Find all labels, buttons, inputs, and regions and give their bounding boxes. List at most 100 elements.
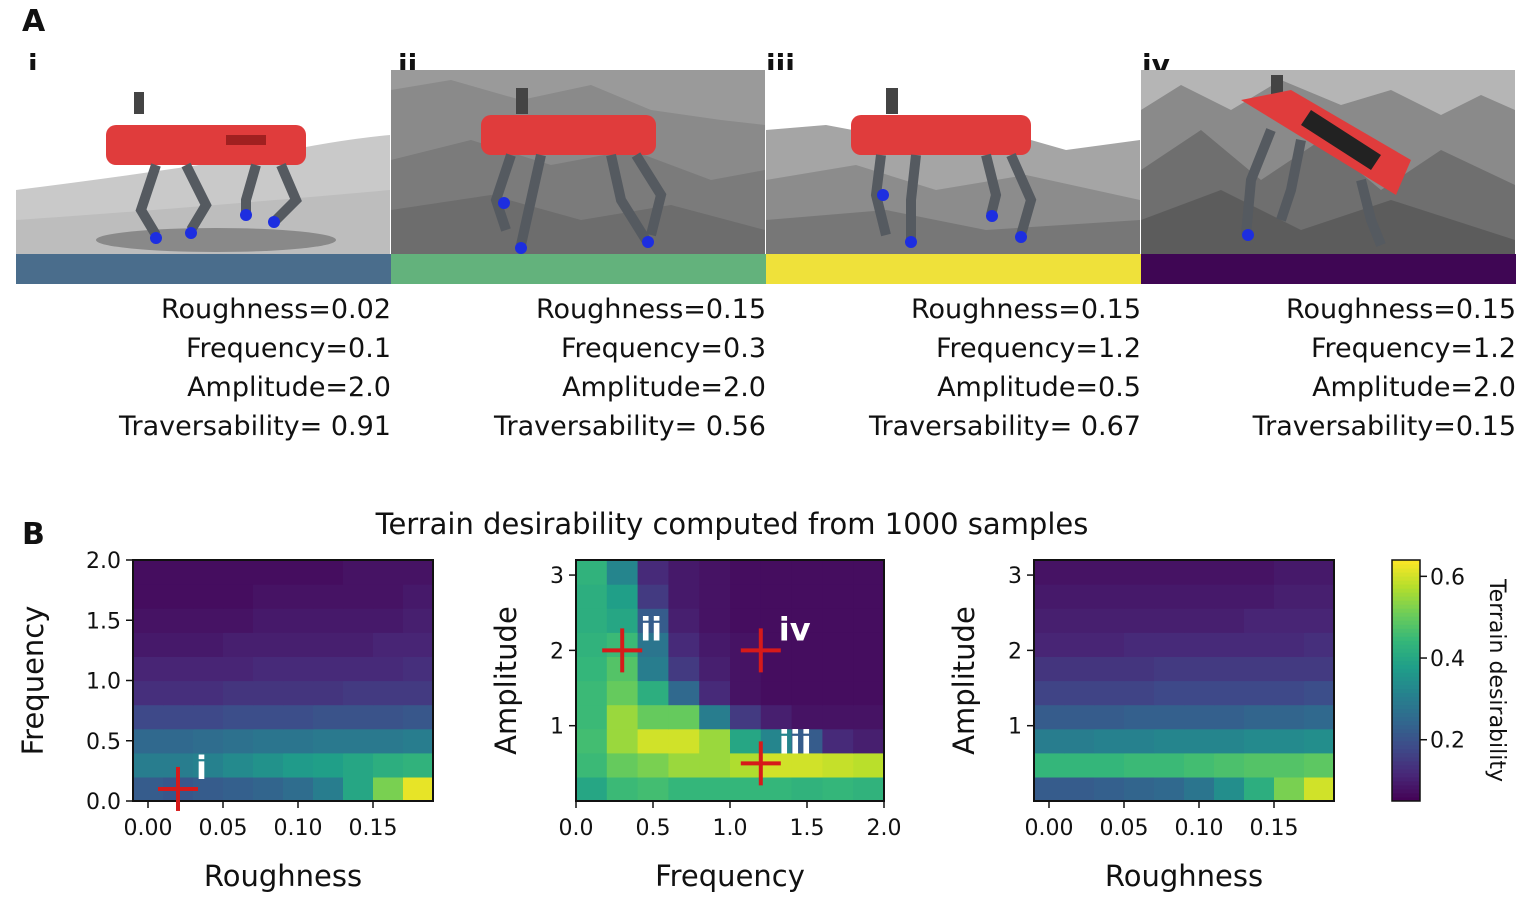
heatmap-cell (576, 680, 608, 706)
colorbar-segment (1392, 768, 1420, 774)
heatmap-cell (637, 632, 669, 657)
heatmap-cell (403, 608, 434, 633)
colorbar-segment (1392, 760, 1420, 766)
heatmap-cell (606, 680, 639, 706)
heatmap-cell (1034, 704, 1065, 730)
heatmap-cell (1214, 680, 1245, 706)
traversability-text: Traversability= 0.67 (868, 411, 1141, 442)
heatmap-cell (253, 776, 284, 802)
colorbar-segment (1392, 604, 1420, 609)
x-tick-label: 1.0 (713, 816, 748, 841)
heatmap-cell (253, 632, 284, 657)
heatmap-cell (1274, 752, 1305, 778)
x-tick-label: 2.0 (867, 816, 902, 841)
heatmap-cell (760, 632, 793, 657)
scenario-i-params: Roughness=0.02 Frequency=0.1 Amplitude=2… (16, 290, 391, 446)
heatmap-cell (253, 584, 284, 609)
heatmap-cell (1304, 656, 1335, 682)
heatmap-cell (223, 584, 254, 609)
heatmap-cell (853, 632, 885, 657)
heatmap-cell (1184, 584, 1215, 609)
panel-b-figure: B Terrain desirability computed from 100… (16, 507, 1509, 893)
heatmap-cell (283, 728, 314, 754)
heatmap-cell (1274, 680, 1305, 706)
heatmap-cell (637, 728, 669, 754)
heatmap-cell (853, 560, 885, 585)
colorbar-segment (1392, 616, 1420, 621)
heatmap-cell (576, 584, 608, 609)
x-tick-label: 0.10 (274, 816, 323, 841)
heatmap-cell (668, 632, 700, 657)
heatmap-cell (853, 584, 885, 609)
heatmap-cell (283, 776, 314, 802)
heatmap-cell (133, 728, 164, 754)
heatmap-cell (1274, 632, 1305, 657)
heatmap-cell (223, 752, 254, 778)
heatmap-cell (1274, 656, 1305, 682)
scenario-iii-color-bar (766, 254, 1141, 284)
heatmap-cell (1124, 656, 1155, 682)
heatmap-cell (313, 560, 344, 585)
marker-label: i (196, 749, 207, 787)
colorbar-segment (1392, 660, 1420, 665)
heatmap-cell (730, 776, 762, 802)
heatmap-cell (1184, 728, 1215, 754)
heatmap-cell (1304, 632, 1335, 657)
heatmap-cell (283, 704, 314, 730)
heatmap-cell (668, 728, 700, 754)
heatmap-cell (1094, 752, 1125, 778)
heatmap-cell (1184, 560, 1215, 585)
traversability-text: Traversability= 0.56 (493, 411, 766, 442)
colorbar-segment (1392, 724, 1420, 730)
heatmap-cell (1064, 680, 1095, 706)
heatmap-cell (223, 776, 254, 802)
heatmap-cell (343, 608, 374, 633)
heatmap-cell (791, 584, 823, 609)
colorbar-segment (1392, 600, 1420, 605)
heatmap-cell (791, 680, 823, 706)
frequency-text: Frequency=0.3 (560, 333, 766, 364)
heatmap-cell (1064, 752, 1095, 778)
heatmap-cell (1304, 608, 1335, 633)
heatmap-cell (403, 656, 434, 682)
marker-iii: iii (740, 723, 812, 786)
heatmap-cell (791, 632, 823, 657)
heatmap-cell (283, 560, 314, 585)
heatmap-cell (193, 560, 224, 585)
heatmap-cell (1244, 560, 1275, 585)
x-tick-label: 0.00 (1025, 816, 1074, 841)
robot-icon (106, 92, 306, 244)
heatmap-cell (730, 704, 762, 730)
heatmap-cell (637, 608, 669, 633)
heatmap-cell (313, 728, 344, 754)
heatmap-cell (822, 752, 854, 778)
heatmap-cell (1154, 728, 1185, 754)
heatmap-cell (853, 704, 885, 730)
heatmap-cell (133, 752, 164, 778)
heatmap-cell (343, 776, 374, 802)
heatmap-cell (1064, 608, 1095, 633)
heatmap-cell (253, 656, 284, 682)
heatmap-cell (1184, 776, 1215, 802)
x-tick-label: 0.05 (199, 816, 248, 841)
colorbar-segment (1392, 692, 1420, 698)
heatmap-cell (1244, 656, 1275, 682)
heatmap-cell (1274, 704, 1305, 730)
colorbar-segment (1392, 712, 1420, 718)
heatmap-cell (1304, 680, 1335, 706)
heatmap-cell (223, 728, 254, 754)
heatmap-cell (822, 728, 854, 754)
heatmap-cell (373, 728, 404, 754)
heatmap-cell (791, 728, 823, 754)
x-tick-label: 0.00 (124, 816, 173, 841)
heatmap-cell (1124, 776, 1155, 802)
colorbar-segment (1392, 576, 1420, 581)
heatmap-cell (1184, 704, 1215, 730)
colorbar-frame (1391, 559, 1421, 802)
heatmap-cell (1304, 776, 1335, 802)
robot-photo-i (16, 70, 390, 254)
heatmap-cell (193, 584, 224, 609)
colorbar-segment (1392, 780, 1420, 786)
heatmap-cell (1094, 560, 1125, 585)
heatmap-cell (1124, 584, 1155, 609)
